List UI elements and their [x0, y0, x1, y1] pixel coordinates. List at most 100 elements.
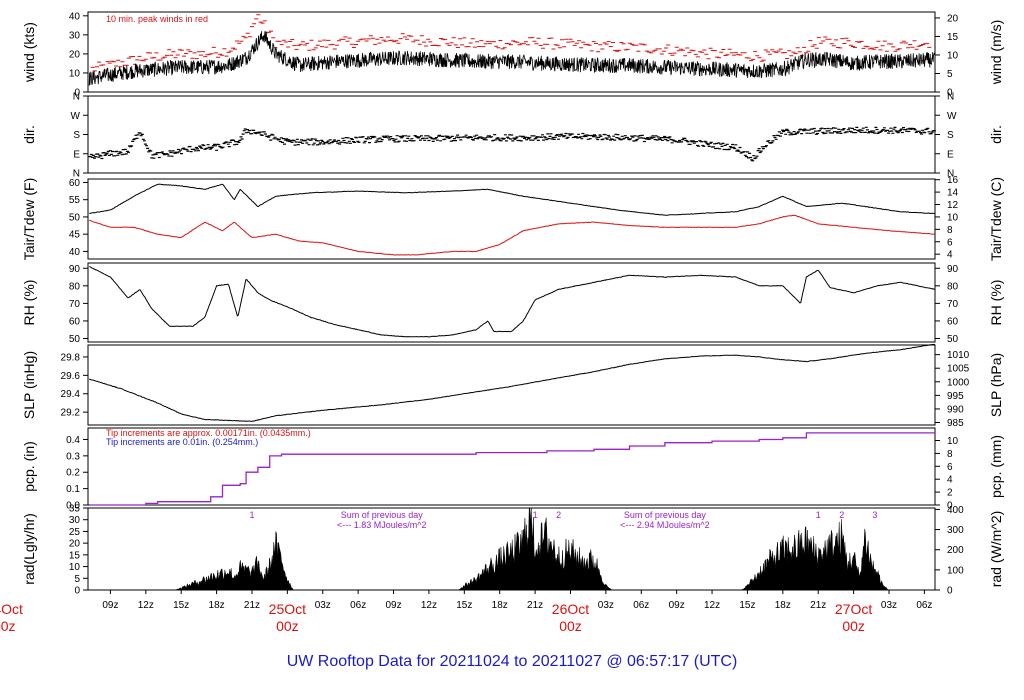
left-tick-label: 90 — [69, 264, 81, 275]
precip-step-line — [89, 432, 935, 506]
left-tick-label: 29.6 — [61, 371, 81, 382]
x-axis: 09z 12z 15z 18z 21z 03z 06z 09z 12z 15z 18z 21z 03z 0… — [0, 590, 932, 634]
x-tick-label: 12z — [421, 600, 437, 611]
series-line-2 — [89, 214, 935, 256]
x-tick-label: 03z — [881, 600, 897, 611]
right-tick-label: 0 — [947, 586, 953, 597]
direction-points — [87, 126, 936, 162]
left-tick-label: 5 — [74, 574, 80, 585]
left-tick-label: 30 — [69, 30, 81, 41]
left-tick-label: 50 — [69, 212, 81, 223]
day-marker: 2 — [839, 510, 844, 520]
right-tick-label: 70 — [947, 299, 959, 310]
left-tick-label: 25 — [69, 527, 81, 538]
right-tick-label: 60 — [947, 316, 959, 327]
summary-title: Sum of previous day — [341, 510, 424, 520]
left-tick-label: 15 — [69, 550, 81, 561]
x-tick-label: 09z — [102, 600, 118, 611]
series-line-1 — [89, 266, 935, 338]
right-tick-label: 12 — [947, 200, 959, 211]
panel-note: 10 min. peak winds in red — [106, 14, 208, 24]
x-tick-label: 09z — [669, 600, 685, 611]
right-tick-label: 985 — [947, 418, 964, 429]
day-marker: 3 — [872, 510, 877, 520]
panel-frame — [87, 178, 936, 260]
right-tick-label: E — [947, 149, 954, 160]
day-label-date: 26Oct — [552, 601, 589, 617]
x-tick-label: 09z — [385, 600, 401, 611]
right-tick-label: 15 — [947, 32, 959, 43]
right-tick-label: 10 — [947, 212, 959, 223]
left-axis-title: dir. — [21, 125, 37, 144]
right-tick-label: 10 — [947, 50, 959, 61]
left-tick-label: N — [73, 92, 80, 103]
radiation-area — [740, 519, 890, 591]
panel-frame — [87, 344, 936, 426]
chart-title: UW Rooftop Data for 20211024 to 20211027… — [287, 653, 738, 670]
day-label-hour: 00z — [559, 618, 582, 634]
series-line-1 — [89, 343, 935, 422]
right-tick-label: 300 — [947, 525, 964, 536]
x-tick-label: 18z — [209, 600, 225, 611]
right-tick-label: 200 — [947, 545, 964, 556]
radiation-area — [175, 531, 294, 591]
left-tick-label: S — [73, 130, 80, 141]
right-tick-label: 50 — [947, 334, 959, 345]
right-tick-label: 6 — [947, 237, 953, 248]
x-tick-label: 15z — [456, 600, 472, 611]
wind-speed-line — [88, 30, 936, 86]
day-label-hour: 00z — [0, 618, 16, 634]
right-tick-label: 80 — [947, 281, 959, 292]
peak-wind-dashes — [90, 14, 932, 72]
x-tick-label: 15z — [173, 600, 189, 611]
day-label-hour: 00z — [276, 618, 299, 634]
panel-note: Tip increments are 0.01in. (0.254mm.) — [106, 437, 258, 447]
summary-value: <--- 1.83 MJoules/m^2 — [337, 520, 427, 530]
left-tick-label: 29.4 — [61, 389, 81, 400]
x-tick-label: 18z — [775, 600, 791, 611]
x-tick-label: 03z — [315, 600, 331, 611]
right-axis-title: RH (%) — [988, 280, 1004, 326]
left-tick-label: 0.2 — [66, 468, 80, 479]
left-tick-label: 29.2 — [61, 408, 81, 419]
right-tick-label: 14 — [947, 188, 959, 199]
panel-6: 0.0 0.1 0.2 0.3 0.4 0 2 4 6 8 10 pcp. (in) pcp. (mm)… — [21, 427, 1004, 512]
day-label-hour: 00z — [842, 618, 865, 634]
left-tick-label: 45 — [69, 230, 81, 241]
x-tick-label: 06z — [916, 600, 932, 611]
right-tick-label: 5 — [947, 69, 953, 80]
right-tick-label: S — [947, 130, 954, 141]
right-tick-label: 995 — [947, 391, 964, 402]
left-tick-label: E — [73, 149, 80, 160]
x-tick-label: 21z — [244, 600, 260, 611]
left-axis-title: RH (%) — [21, 280, 37, 326]
panel-frame — [87, 262, 936, 343]
x-tick-label: 06z — [350, 600, 366, 611]
x-tick-label: 12z — [704, 600, 720, 611]
x-tick-label: 21z — [810, 600, 826, 611]
panel-1: 0 10 20 30 40 0 5 10 15 20 wind (kts) wind (m/s) 10 … — [21, 11, 1004, 98]
right-tick-label: N — [947, 169, 954, 180]
right-tick-label: 100 — [947, 565, 964, 576]
left-tick-label: 0.4 — [66, 435, 80, 446]
right-axis-title: Tair/Tdew (C) — [988, 177, 1004, 261]
panel-note: Tip increments are approx. 0.00171in. (0… — [106, 428, 311, 438]
right-tick-label: W — [947, 111, 957, 122]
series-line-1 — [89, 183, 935, 216]
left-tick-label: 40 — [69, 11, 81, 22]
right-tick-label: 0 — [947, 88, 953, 99]
right-tick-label: 4 — [947, 250, 953, 261]
x-tick-label: 06z — [633, 600, 649, 611]
radiation-area — [457, 507, 613, 591]
right-axis-title: pcp. (mm) — [988, 435, 1004, 498]
day-label-date: 27Oct — [835, 601, 872, 617]
left-tick-label: 60 — [69, 178, 81, 189]
left-tick-label: 20 — [69, 49, 81, 60]
left-axis-title: rad(Lgly/hr) — [21, 513, 37, 585]
right-tick-label: 1000 — [947, 377, 970, 388]
left-tick-label: 0.0 — [66, 501, 80, 512]
